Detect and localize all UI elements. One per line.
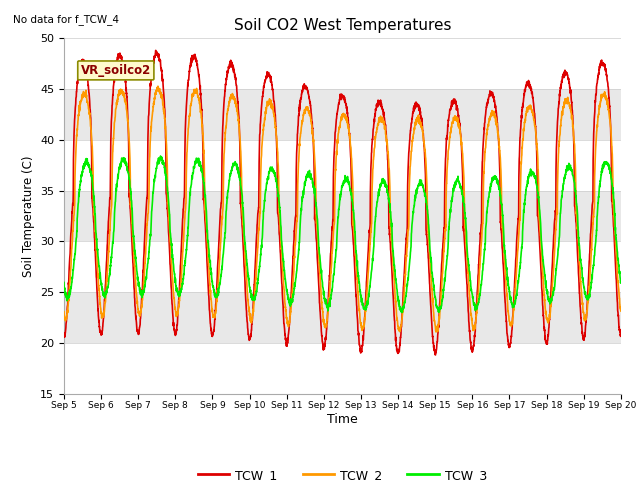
TCW_3 [606,170,614,176]
TCW_1 [547,303,554,309]
TCW_1 [431,352,439,358]
TCW_1 [298,91,306,96]
TCW_2 [154,84,162,89]
TCW_3 [547,298,554,303]
TCW_3 [617,279,625,285]
TCW_1 [152,48,159,53]
TCW_3 [398,310,406,315]
TCW_2 [298,119,306,125]
TCW_2 [617,308,625,314]
TCW_2 [432,329,440,335]
TCW_3 [157,155,164,161]
TCW_1 [157,63,164,69]
TCW_1 [60,333,68,338]
Line: TCW_3: TCW_3 [64,156,621,312]
Line: TCW_1: TCW_1 [64,50,621,355]
Bar [64,89,621,140]
TCW_2 [157,89,164,95]
Line: TCW_2: TCW_2 [64,86,621,332]
TCW_2 [124,116,131,121]
X-axis label: Time: Time [327,413,358,426]
TCW_2 [60,309,68,314]
TCW_1 [274,211,282,216]
TCW_1 [124,107,131,113]
Legend: TCW_1, TCW_2, TCW_3: TCW_1, TCW_2, TCW_3 [193,464,492,480]
Bar [64,292,621,343]
TCW_3 [157,153,164,159]
TCW_2 [606,121,614,127]
Y-axis label: Soil Temperature (C): Soil Temperature (C) [22,155,35,277]
TCW_1 [617,332,625,337]
Text: No data for f_TCW_4: No data for f_TCW_4 [13,14,119,25]
Bar [64,191,621,241]
Title: Soil CO2 West Temperatures: Soil CO2 West Temperatures [234,18,451,33]
TCW_2 [274,149,282,155]
TCW_2 [547,310,554,316]
Text: VR_soilco2: VR_soilco2 [81,64,151,77]
TCW_3 [274,188,282,194]
TCW_3 [124,167,131,172]
TCW_3 [298,201,306,206]
TCW_1 [606,112,614,118]
TCW_3 [60,279,68,285]
